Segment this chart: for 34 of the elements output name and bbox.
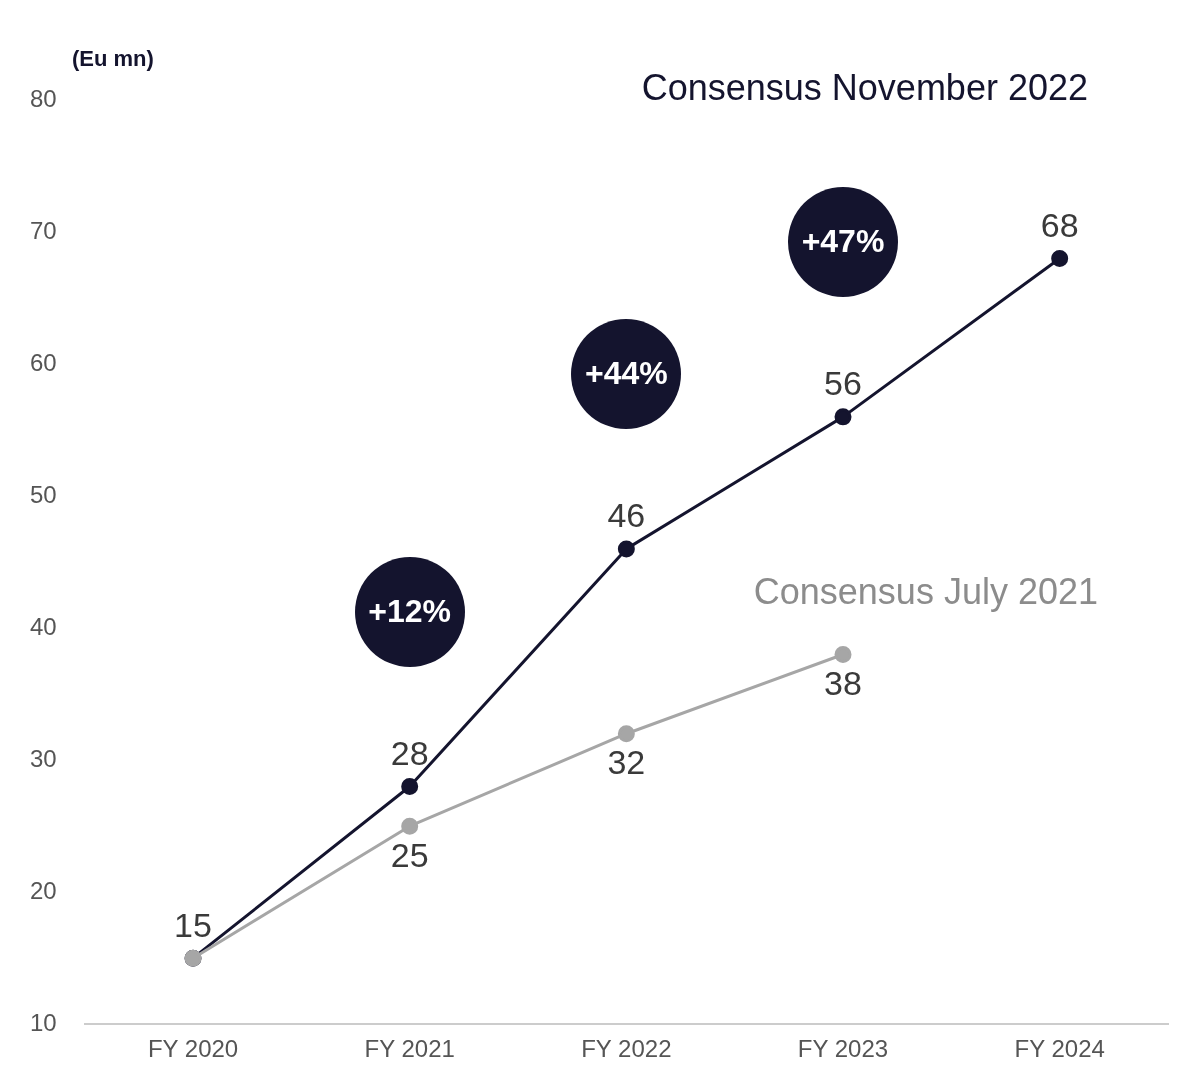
point: [617, 540, 635, 558]
data-label: 38: [824, 663, 862, 702]
circle-badge: +47%: [788, 186, 898, 297]
circle-badge: +44%: [571, 318, 682, 429]
data-label: 56: [824, 364, 862, 403]
data-label: 15: [174, 905, 212, 944]
data-label: 32: [607, 743, 646, 782]
x-tick-label: FY 2020: [147, 1035, 239, 1063]
x-tick-label: FY 2023: [797, 1035, 889, 1063]
x-tick-label: FY 2024: [1014, 1035, 1105, 1063]
y-tick-label: 60: [29, 348, 57, 376]
x-tick-label: FY 2021: [364, 1035, 455, 1063]
data-label: 25: [390, 835, 429, 874]
point: [834, 408, 852, 426]
point: [617, 725, 635, 743]
y-tick-label: 70: [29, 216, 57, 244]
point: [401, 817, 419, 835]
point: [401, 778, 419, 796]
data-label: 28: [390, 733, 429, 772]
point: [834, 646, 852, 664]
y-tick-label: 40: [29, 612, 57, 640]
series-label: Consensus July 2021: [753, 571, 1098, 613]
y-axis-title: (Eu mn): [72, 46, 154, 72]
y-tick-label: 80: [29, 84, 57, 112]
x-tick-label: FY 2022: [581, 1035, 672, 1063]
y-tick-label: 30: [29, 744, 57, 772]
text: Consensus November 2022: [641, 66, 1088, 108]
data-label: 46: [607, 496, 646, 535]
y-tick-label: 20: [29, 876, 57, 904]
point: [1051, 249, 1069, 267]
circle-badge: +12%: [354, 556, 465, 667]
data-label: 68: [1040, 205, 1079, 244]
y-tick-label: 10: [29, 1008, 57, 1036]
y-tick-label: 50: [29, 480, 57, 508]
